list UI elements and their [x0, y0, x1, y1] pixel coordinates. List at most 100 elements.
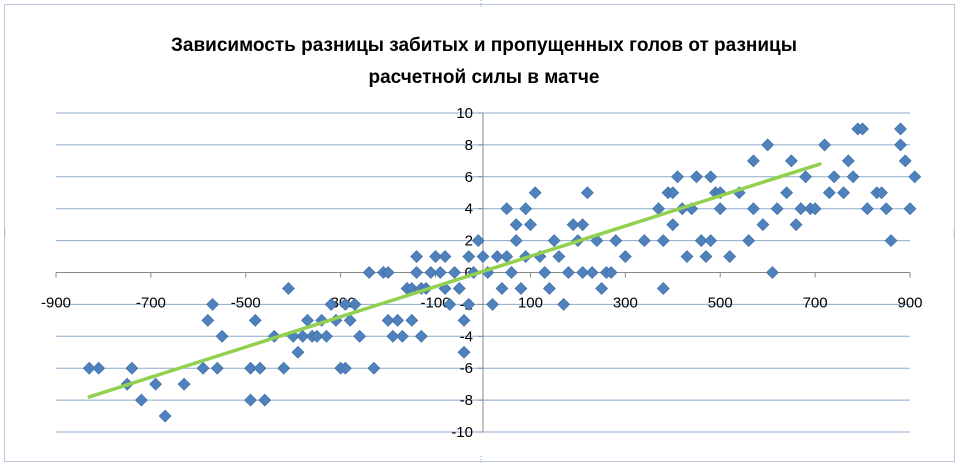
- data-point: [671, 170, 684, 184]
- data-point: [898, 154, 912, 168]
- resize-handle-bottom-icon[interactable]: ⋮: [477, 455, 485, 464]
- data-point: [808, 202, 822, 216]
- data-point: [201, 313, 215, 327]
- data-point: [846, 170, 860, 184]
- data-point: [524, 218, 537, 232]
- data-point: [742, 234, 756, 248]
- x-tick-label: -500: [231, 295, 261, 312]
- resize-handle-top-icon[interactable]: ⋮: [477, 0, 485, 8]
- data-point: [381, 266, 395, 279]
- data-point: [656, 234, 670, 248]
- data-point: [860, 202, 874, 216]
- x-tick-label: -700: [136, 295, 166, 312]
- data-point: [429, 250, 442, 263]
- data-point: [680, 250, 694, 263]
- data-point: [476, 250, 490, 263]
- data-point: [462, 250, 476, 263]
- data-point: [471, 234, 485, 248]
- data-points: [82, 122, 922, 423]
- data-point: [92, 361, 106, 375]
- data-point: [158, 409, 172, 423]
- x-tick-label: 300: [613, 295, 638, 312]
- data-point: [386, 329, 400, 343]
- data-point: [884, 234, 898, 248]
- data-point: [391, 313, 405, 327]
- data-point: [424, 266, 438, 279]
- data-point: [794, 202, 808, 216]
- data-point: [433, 266, 447, 279]
- data-point: [462, 297, 476, 311]
- data-point: [756, 218, 770, 232]
- resize-handle-right-icon[interactable]: ⋮: [950, 229, 958, 238]
- data-point: [822, 186, 836, 200]
- data-point: [514, 282, 528, 295]
- data-point: [566, 218, 580, 232]
- data-point: [134, 393, 148, 407]
- data-point: [405, 313, 419, 327]
- data-point: [443, 297, 457, 311]
- data-point: [320, 329, 333, 343]
- data-point: [837, 186, 851, 200]
- x-tick-label: 700: [803, 295, 828, 312]
- data-point: [580, 186, 594, 200]
- y-tick-label: -6: [460, 360, 473, 377]
- data-point: [576, 218, 590, 232]
- data-point: [490, 250, 504, 263]
- y-tick-label: -10: [451, 424, 473, 441]
- data-point: [438, 250, 452, 263]
- data-point: [495, 282, 509, 295]
- trendline: [87, 162, 822, 399]
- data-point: [576, 266, 590, 279]
- data-point: [486, 297, 499, 311]
- x-tick-label: -100: [421, 295, 451, 312]
- data-point: [296, 329, 310, 343]
- data-point: [609, 234, 623, 248]
- chart-title-line-2: расчетной силы в матче: [369, 67, 600, 88]
- x-tick-label: 100: [518, 295, 543, 312]
- y-tick-label: 8: [465, 137, 473, 154]
- data-point: [604, 266, 618, 279]
- resize-handle-left-icon[interactable]: ⋮: [1, 229, 9, 238]
- data-point: [747, 154, 760, 168]
- data-point: [291, 345, 305, 359]
- data-point: [704, 234, 718, 248]
- data-point: [528, 186, 542, 200]
- data-point: [656, 282, 670, 295]
- data-point: [125, 361, 139, 375]
- data-point: [761, 138, 775, 152]
- data-point: [747, 202, 760, 216]
- data-point: [410, 250, 424, 263]
- data-point: [547, 234, 561, 248]
- data-point: [770, 202, 784, 216]
- data-point: [258, 393, 272, 407]
- data-point: [500, 202, 514, 216]
- data-point: [894, 122, 907, 136]
- data-point: [818, 138, 832, 152]
- data-point: [381, 313, 395, 327]
- data-point: [666, 218, 680, 232]
- data-point: [509, 218, 523, 232]
- data-point: [780, 186, 794, 200]
- x-tick-label: 900: [897, 295, 922, 312]
- trendline-line: [87, 162, 822, 399]
- data-point: [244, 393, 257, 407]
- data-point: [713, 202, 727, 216]
- data-point: [519, 202, 533, 216]
- data-point: [699, 250, 713, 263]
- data-point: [282, 282, 295, 295]
- y-tick-label: 2: [465, 233, 473, 250]
- data-point: [410, 266, 424, 279]
- data-point: [206, 297, 219, 311]
- data-point: [277, 361, 291, 375]
- data-point: [362, 266, 376, 279]
- data-point: [841, 154, 855, 168]
- data-point: [585, 266, 599, 279]
- data-point: [557, 297, 571, 311]
- data-point: [552, 250, 566, 263]
- data-point: [310, 329, 324, 343]
- data-point: [248, 313, 262, 327]
- y-tick-label: 4: [465, 201, 473, 218]
- data-point: [196, 361, 210, 375]
